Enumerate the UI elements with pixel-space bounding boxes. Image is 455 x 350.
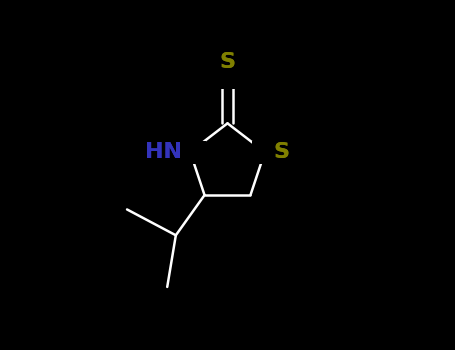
Bar — [252, 141, 278, 163]
Text: HN: HN — [145, 142, 182, 162]
Text: S: S — [219, 52, 236, 72]
Text: S: S — [273, 142, 289, 162]
Text: S: S — [219, 52, 236, 72]
Bar — [216, 60, 239, 89]
Text: S: S — [273, 142, 289, 162]
Text: HN: HN — [145, 142, 182, 162]
Bar — [174, 141, 206, 163]
